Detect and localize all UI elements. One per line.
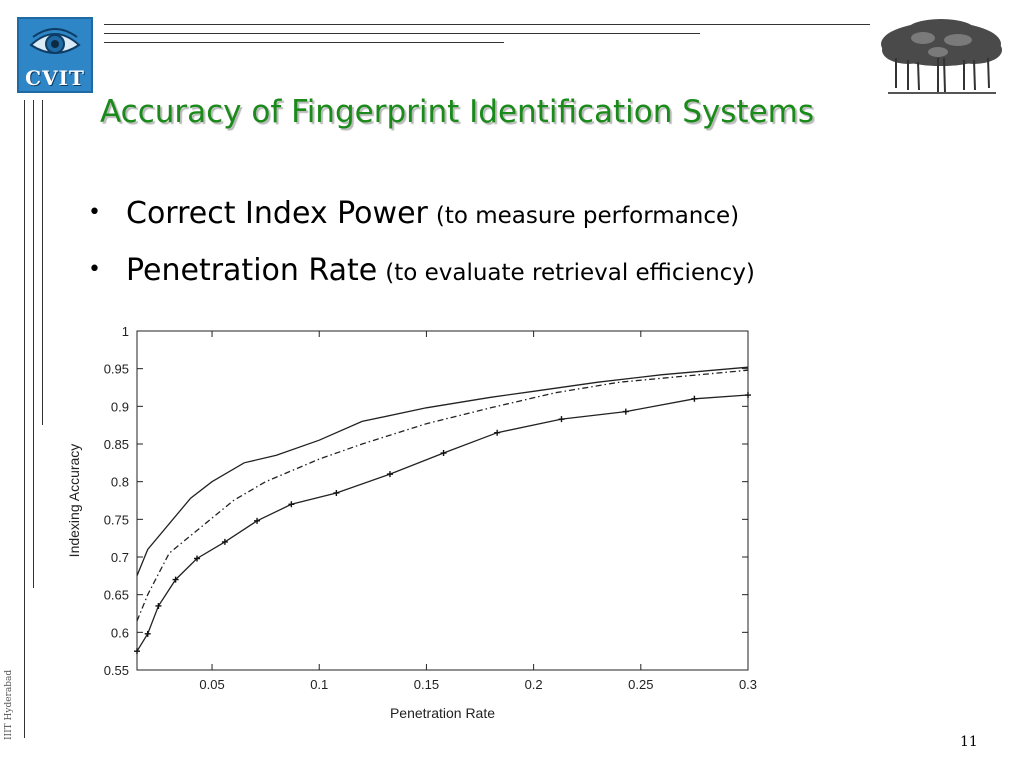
page-number: 11	[960, 734, 978, 750]
y-tick-label: 0.6	[111, 625, 129, 640]
x-tick-label: 0.05	[199, 677, 224, 692]
accuracy-chart: 0.55 0.6 0.65 0.7 0.75 0.8 0.85 0.9 0.95 1 0.05 0.1…	[66, 324, 757, 721]
data-point-marker	[745, 392, 751, 399]
slide-title: Accuracy of Fingerprint Identification S…	[100, 94, 814, 130]
series-line	[136, 369, 749, 622]
y-tick-label: 0.55	[104, 663, 129, 678]
side-rule-1	[24, 100, 25, 738]
y-tick-label: 1	[122, 324, 129, 339]
y-tick-label: 0.8	[111, 475, 129, 490]
y-tick-label: 0.65	[104, 588, 129, 603]
bullet-sub-text: (to measure performance)	[435, 203, 740, 229]
data-point-marker	[622, 408, 629, 415]
tree-icon	[881, 19, 1002, 94]
data-point-marker	[558, 416, 565, 423]
data-point-marker	[440, 450, 447, 457]
bullet-main-text: Correct Index Power	[126, 196, 428, 231]
y-tick-label: 0.85	[104, 437, 129, 452]
x-tick-label: 0.3	[739, 677, 757, 692]
bullet-item: • Penetration Rate (to evaluate retrieval…	[88, 253, 755, 288]
y-tick-label: 0.95	[104, 362, 129, 377]
x-tick-label: 0.15	[414, 677, 439, 692]
side-label: IIIT Hyderabad	[4, 669, 14, 740]
bullet-list: • Correct Index Power (to measure perform…	[88, 196, 755, 310]
y-tick-label: 0.9	[111, 399, 129, 414]
bullet-item: • Correct Index Power (to measure perform…	[88, 196, 755, 231]
logo-text: CVIT	[25, 66, 85, 90]
y-tick-label: 0.7	[111, 550, 129, 565]
bullet-sub-text: (to evaluate retrieval efficiency)	[385, 260, 755, 286]
x-axis-label: Penetration Rate	[390, 705, 495, 721]
y-tick-label: 0.75	[104, 512, 129, 527]
data-point-marker	[221, 538, 228, 545]
data-point-marker	[254, 517, 261, 524]
bullet-main-text: Penetration Rate	[126, 253, 378, 288]
cvit-logo: CVIT	[17, 17, 93, 93]
eye-icon	[29, 28, 81, 54]
y-axis-label: Indexing Accuracy	[66, 444, 82, 558]
bullet-dot-icon: •	[88, 200, 101, 225]
plot-frame	[136, 330, 749, 671]
data-point-marker	[194, 555, 201, 562]
x-tick-label: 0.25	[628, 677, 653, 692]
data-point-marker	[691, 395, 698, 402]
header-rule-1	[104, 24, 870, 25]
data-point-marker	[288, 501, 295, 508]
side-rule-2	[33, 100, 34, 588]
data-point-marker	[333, 489, 340, 496]
data-point-marker	[494, 429, 501, 436]
x-tick-label: 0.1	[310, 677, 328, 692]
x-tick-label: 0.2	[525, 677, 543, 692]
header-rule-3	[104, 42, 504, 43]
series-line	[136, 394, 749, 652]
side-rule-3	[42, 100, 43, 425]
header-rule-2	[104, 33, 700, 34]
data-point-marker	[172, 576, 179, 583]
bullet-dot-icon: •	[88, 257, 101, 282]
data-point-marker	[155, 602, 162, 609]
data-point-marker	[144, 630, 151, 637]
series-line	[136, 366, 749, 577]
data-point-marker	[134, 648, 140, 655]
data-point-marker	[386, 471, 393, 478]
